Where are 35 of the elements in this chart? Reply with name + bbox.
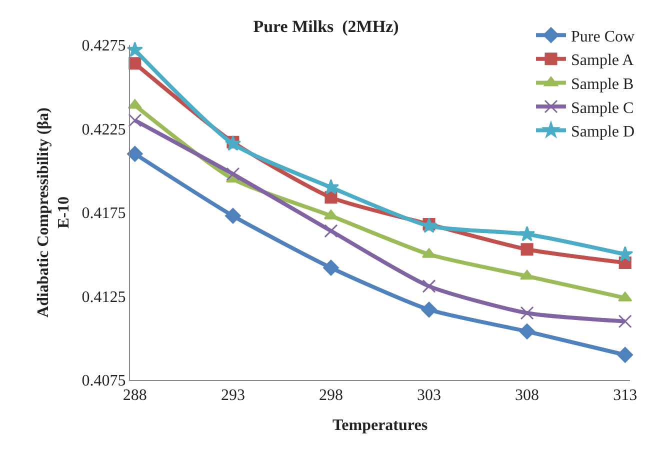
y-axis-title: Adiabatic Compressibility (βa) E-10 xyxy=(34,108,73,318)
legend-label: Sample A xyxy=(571,52,634,70)
x-tick-label: 303 xyxy=(417,387,442,404)
x-tick-label: 308 xyxy=(515,387,540,404)
point xyxy=(617,346,633,363)
point xyxy=(520,270,534,280)
legend-label: Sample C xyxy=(571,100,634,117)
y-tick-label: 0.4075 xyxy=(82,372,126,390)
point xyxy=(127,146,143,162)
point xyxy=(518,226,536,242)
point xyxy=(520,243,534,256)
point xyxy=(421,302,437,318)
y-tick-label: 0.4125 xyxy=(82,288,126,306)
legend-label: Sample B xyxy=(571,76,634,93)
x-tick-label: 288 xyxy=(122,387,147,404)
x-tick-label: 313 xyxy=(613,387,638,404)
chart-title: Pure Milks (2MHz) xyxy=(253,17,399,36)
x-tick-label: 298 xyxy=(318,387,343,404)
y-tick-label: 0.4225 xyxy=(82,121,126,138)
x-axis-title: Temperatures xyxy=(332,416,428,434)
point xyxy=(519,324,535,340)
point xyxy=(128,114,142,128)
point xyxy=(324,224,338,238)
x-tick-label: 293 xyxy=(220,387,245,404)
point xyxy=(520,306,534,320)
point xyxy=(225,208,241,224)
point xyxy=(618,314,632,328)
point xyxy=(422,279,436,293)
point xyxy=(128,57,142,70)
point xyxy=(323,260,339,276)
legend-label: Pure Cow xyxy=(571,28,635,46)
legend-label: Sample D xyxy=(571,124,635,141)
y-tick-label: 0.4175 xyxy=(82,205,126,222)
point xyxy=(126,42,143,57)
y-tick-label: 0.4275 xyxy=(82,38,126,55)
